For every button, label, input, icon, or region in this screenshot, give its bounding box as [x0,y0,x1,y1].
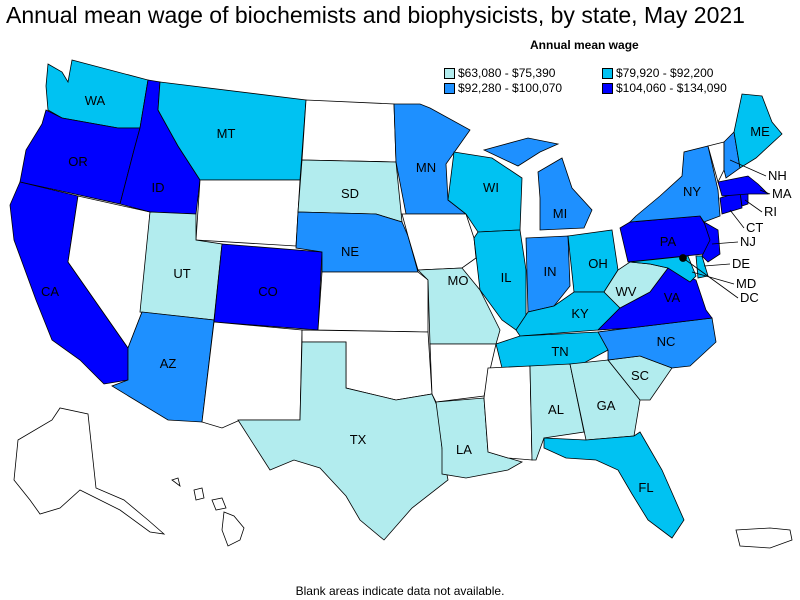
state-ny [628,145,721,223]
label-nh: NH [768,168,787,183]
state-hi [171,477,245,547]
state-ma [717,175,769,197]
label-az: AZ [160,356,177,371]
state-md [629,255,697,283]
label-ky: KY [571,306,589,321]
legend-label-4: $104,060 - $134,090 [616,81,727,95]
state-mi [482,137,593,231]
state-nj [701,221,721,263]
legend-item-1: $63,080 - $75,390 [444,66,555,80]
label-ca: CA [41,284,59,299]
label-pa: PA [660,234,677,249]
state-mo [417,267,501,345]
state-nd [301,99,397,163]
legend-item-2: $79,920 - $92,200 [602,66,713,80]
label-ri: RI [764,204,777,219]
state-ak [13,407,166,535]
label-mt: MT [217,126,236,141]
label-de: DE [732,256,750,271]
label-sc: SC [631,368,649,383]
label-co: CO [258,284,278,299]
state-ar [429,343,497,403]
state-ms [483,365,533,461]
label-or: OR [68,154,88,169]
state-in [525,235,571,313]
legend-item-3: $92,280 - $100,070 [444,81,562,95]
state-me [733,93,783,169]
state-ga [569,359,641,441]
label-ct: CT [746,220,763,235]
footnote: Blank areas indicate data not available. [295,584,505,598]
state-wy [195,179,301,247]
label-nc: NC [657,334,676,349]
label-id: ID [152,180,165,195]
legend-swatch-1 [444,67,455,79]
label-ny: NY [683,184,701,199]
label-wv: WV [616,284,637,299]
state-ia [401,213,477,271]
label-wi: WI [483,180,499,195]
label-va: VA [664,290,681,305]
legend-swatch-2 [602,67,613,79]
leader-lines [682,159,771,299]
label-ma: MA [772,186,792,201]
state-nm [201,321,303,429]
label-mn: MN [416,160,436,175]
label-tx: TX [350,432,367,447]
label-al: AL [548,402,564,417]
state-tx [237,341,449,541]
legend-label-2: $79,920 - $92,200 [616,66,714,80]
legend-title: Annual mean wage [530,38,639,52]
label-la: LA [456,442,472,457]
label-ut: UT [173,266,190,281]
map-title: Annual mean wage of biochemists and biop… [6,2,745,28]
state-nh [723,131,741,179]
legend-item-4: $104,060 - $134,090 [602,81,727,95]
legend-swatch-3 [444,82,455,94]
label-oh: OH [588,256,608,271]
label-mo: MO [448,273,469,288]
state-pr [735,527,793,549]
state-fl [543,431,685,539]
legend-swatch-4 [602,82,613,94]
state-ks [317,271,429,333]
label-mi: MI [553,206,567,221]
label-fl: FL [638,480,653,495]
label-ne: NE [341,244,359,259]
label-me: ME [750,124,770,139]
label-ga: GA [597,398,616,413]
label-dc: DC [740,290,759,305]
legend-label-3: $92,280 - $100,070 [458,81,563,95]
label-wa: WA [85,93,106,108]
label-il: IL [501,270,512,285]
label-tn: TN [551,344,568,359]
label-in: IN [544,264,557,279]
legend-label-1: $63,080 - $75,390 [458,66,556,80]
label-sd: SD [341,186,359,201]
label-md: MD [736,276,756,291]
label-nj: NJ [740,234,756,249]
state-mn [393,103,471,215]
